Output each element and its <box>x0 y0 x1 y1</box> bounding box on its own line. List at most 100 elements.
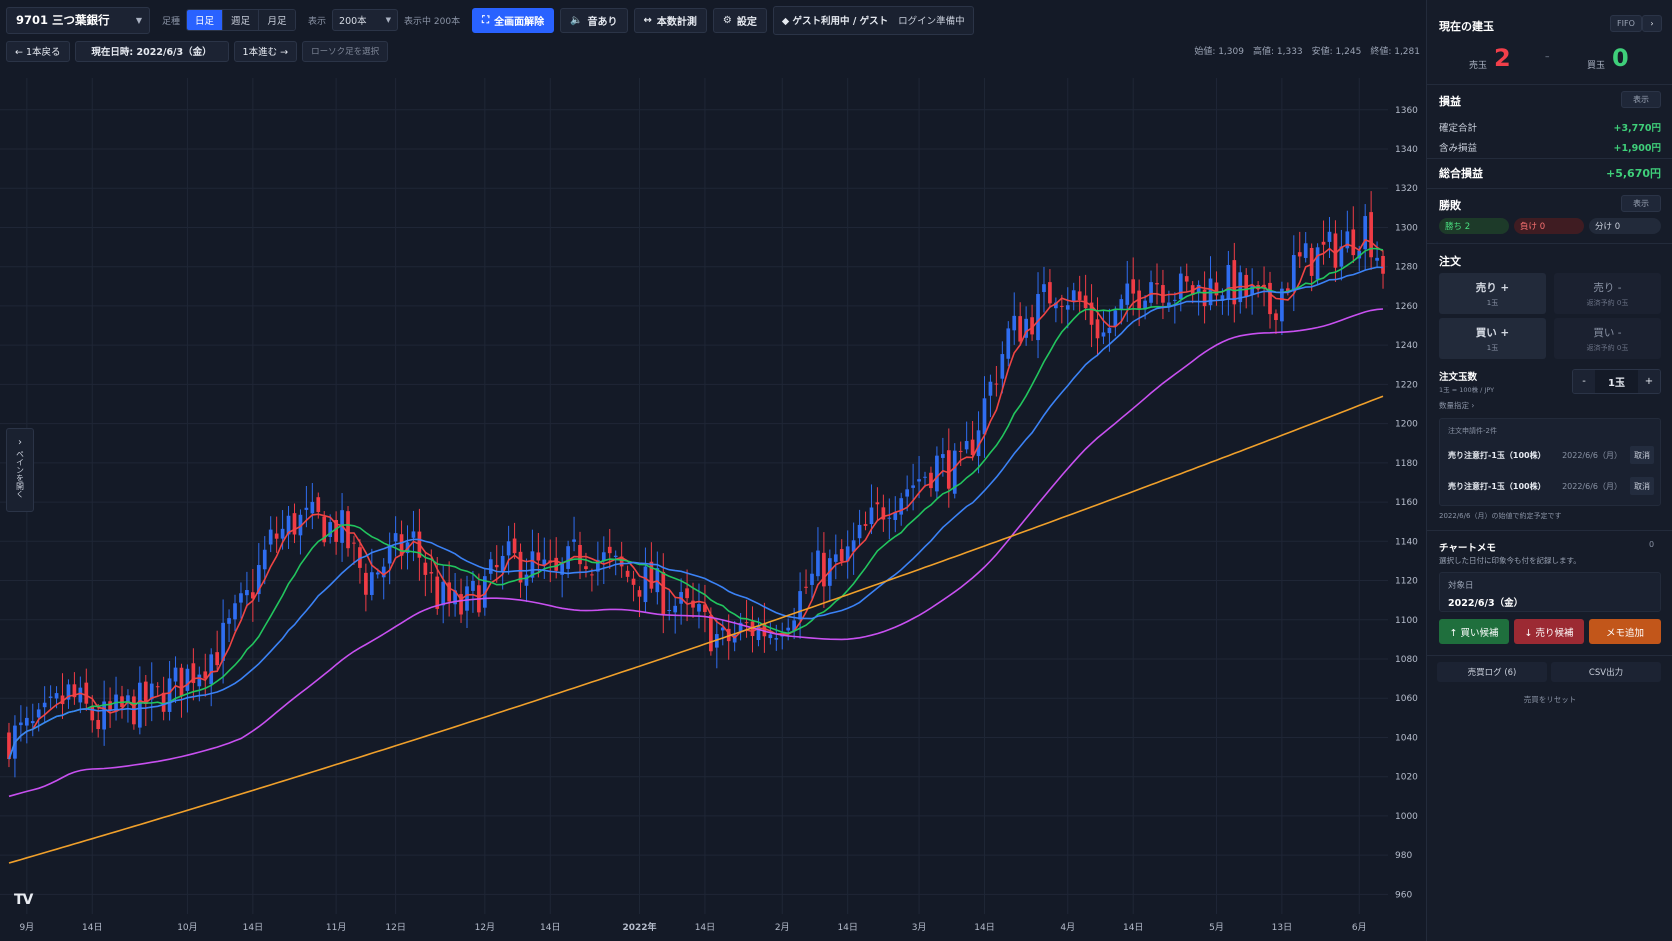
csv-export-button[interactable]: CSV出力 <box>1551 662 1661 682</box>
settings-label: 設定 <box>736 16 757 28</box>
cancel-order-button[interactable]: 取消 <box>1630 477 1654 495</box>
candle-body <box>268 529 273 545</box>
qty-plus-button[interactable]: + <box>1638 370 1660 393</box>
y-axis-tick-label: 1060 <box>1395 694 1418 704</box>
candle-body <box>566 546 570 569</box>
candle-body <box>310 501 315 514</box>
measure-button[interactable]: ↔ 本数計測 <box>633 7 707 33</box>
candle-body <box>1327 231 1332 242</box>
guest-status-text: ゲスト利用中 / ゲスト <box>792 16 889 27</box>
cancel-order-button[interactable]: 取消 <box>1630 446 1654 464</box>
x-axis-tick-label: 14日 <box>695 922 715 933</box>
display-status: 表示中 200本 <box>404 16 461 27</box>
memo-date-value: 2022/6/3（金） <box>1448 598 1524 609</box>
buy-close-button[interactable]: 買い - 返済予約 0玉 <box>1554 318 1661 359</box>
y-axis-tick-label: 1120 <box>1395 577 1418 587</box>
candle-body <box>1000 354 1005 379</box>
candle-body <box>697 604 701 612</box>
measure-label: 本数計測 <box>656 16 697 28</box>
candle-body <box>1268 282 1272 315</box>
candle-body <box>946 450 951 489</box>
candle-body <box>1291 255 1296 291</box>
candle-body <box>352 542 356 544</box>
candlestick-chart[interactable]: 960 980 1000 1020 1040 1060 1080 1100 1120 1140 11… <box>0 78 1426 941</box>
qty-value[interactable]: 1玉 <box>1595 370 1638 393</box>
candle-body <box>1089 302 1094 325</box>
wins-badge: 勝ち 2 <box>1439 218 1509 234</box>
memo-date-box[interactable]: 対象日 2022/6/3（金） <box>1439 572 1661 612</box>
candle-body <box>661 571 666 615</box>
candle-body <box>346 511 350 549</box>
candle-body <box>1024 318 1028 338</box>
pnl-toggle-button[interactable]: 表示 <box>1621 91 1661 108</box>
losses-badge: 負け 0 <box>1514 218 1584 234</box>
candle-body <box>923 476 927 478</box>
reset-trades-link[interactable]: 売買をリセット <box>1523 695 1577 704</box>
candle-body <box>988 381 993 396</box>
candle-body <box>54 693 59 699</box>
qty-minus-button[interactable]: - <box>1573 370 1595 393</box>
record-toggle-button[interactable]: 表示 <box>1621 195 1661 212</box>
candle-body <box>215 652 220 666</box>
fullscreen-exit-button[interactable]: ⛶ 全画面解除 <box>472 7 555 33</box>
sell-open-button[interactable]: 売り + 1玉 <box>1439 273 1546 314</box>
candle-body <box>976 430 981 457</box>
chart-area[interactable]: 960 980 1000 1020 1040 1060 1080 1100 1120 1140 11… <box>0 78 1426 941</box>
qty-detail-link[interactable]: 数量指定 › <box>1439 401 1475 410</box>
buy-open-button[interactable]: 買い + 1玉 <box>1439 318 1546 359</box>
candle-body <box>441 581 446 606</box>
y-axis-tick-label: 1220 <box>1395 380 1418 390</box>
divider <box>1427 243 1672 244</box>
candle-body <box>66 684 71 700</box>
next-button[interactable]: › <box>1642 15 1662 32</box>
sound-toggle-button[interactable]: 🔈 音あり <box>560 7 628 33</box>
x-axis-tick-label: 14日 <box>82 922 102 933</box>
x-axis-tick-label: 14日 <box>974 922 994 933</box>
tab-monthly[interactable]: 月足 <box>259 10 296 30</box>
buy-candidate-button[interactable]: ↑ 買い候補 <box>1439 619 1509 644</box>
candle-body <box>251 592 255 599</box>
display-count-select[interactable]: 200本 ▼ <box>332 9 399 31</box>
candle-body <box>1030 317 1034 335</box>
candle-body <box>744 622 749 624</box>
select-candle-button[interactable]: ローソク足を選択 <box>302 40 389 62</box>
sell-close-button[interactable]: 売り - 返済予約 0玉 <box>1554 273 1661 314</box>
total-pnl-value: +5,670円 <box>1605 167 1661 180</box>
fifo-badge[interactable]: FIFO <box>1610 15 1642 32</box>
candle-body <box>471 580 475 591</box>
candle-body <box>1143 300 1147 310</box>
candle-body <box>613 555 618 558</box>
candle-body <box>375 572 380 575</box>
sell-candidate-button[interactable]: ↓ 売り候補 <box>1514 619 1584 644</box>
tab-weekly[interactable]: 週足 <box>223 10 260 30</box>
candle-body <box>691 600 695 608</box>
candle-body <box>1250 285 1255 295</box>
candle-body <box>459 594 463 615</box>
open-pane-tab[interactable]: › ペインを開く <box>6 428 34 512</box>
candle-body <box>488 559 493 574</box>
x-axis-tick-label: 5月 <box>1209 922 1224 933</box>
fullscreen-exit-label: 全画面解除 <box>494 16 545 28</box>
tab-daily[interactable]: 日足 <box>187 10 224 30</box>
candle-body <box>958 450 963 452</box>
step-forward-button[interactable]: 1本進む → <box>233 40 298 62</box>
settings-button[interactable]: ⚙ 設定 <box>712 7 767 33</box>
buy-position-label: 買玉 <box>1587 61 1606 71</box>
candle-body <box>994 383 999 385</box>
open-pane-label: ペインを開く <box>15 450 25 498</box>
candle-body <box>1042 284 1046 293</box>
candle-body <box>887 517 892 519</box>
candle-body <box>709 615 713 652</box>
symbol-label: 9701 三つ葉銀行 <box>16 13 110 27</box>
x-axis-tick-label: 11月 <box>326 922 346 933</box>
candle-body <box>596 559 600 572</box>
candle-body <box>1226 265 1231 300</box>
symbol-select[interactable]: 9701 三つ葉銀行 ▼ <box>6 6 150 34</box>
step-back-button[interactable]: ← 1本戻る <box>6 40 70 62</box>
guest-status-box: ◆ ゲスト利用中 / ゲスト ログイン準備中 <box>772 5 974 35</box>
moving-average-line <box>8 308 1384 798</box>
candle-body <box>1107 327 1112 334</box>
trade-log-button[interactable]: 売買ログ (6) <box>1437 662 1547 682</box>
add-memo-button[interactable]: メモ追加 <box>1589 619 1661 644</box>
